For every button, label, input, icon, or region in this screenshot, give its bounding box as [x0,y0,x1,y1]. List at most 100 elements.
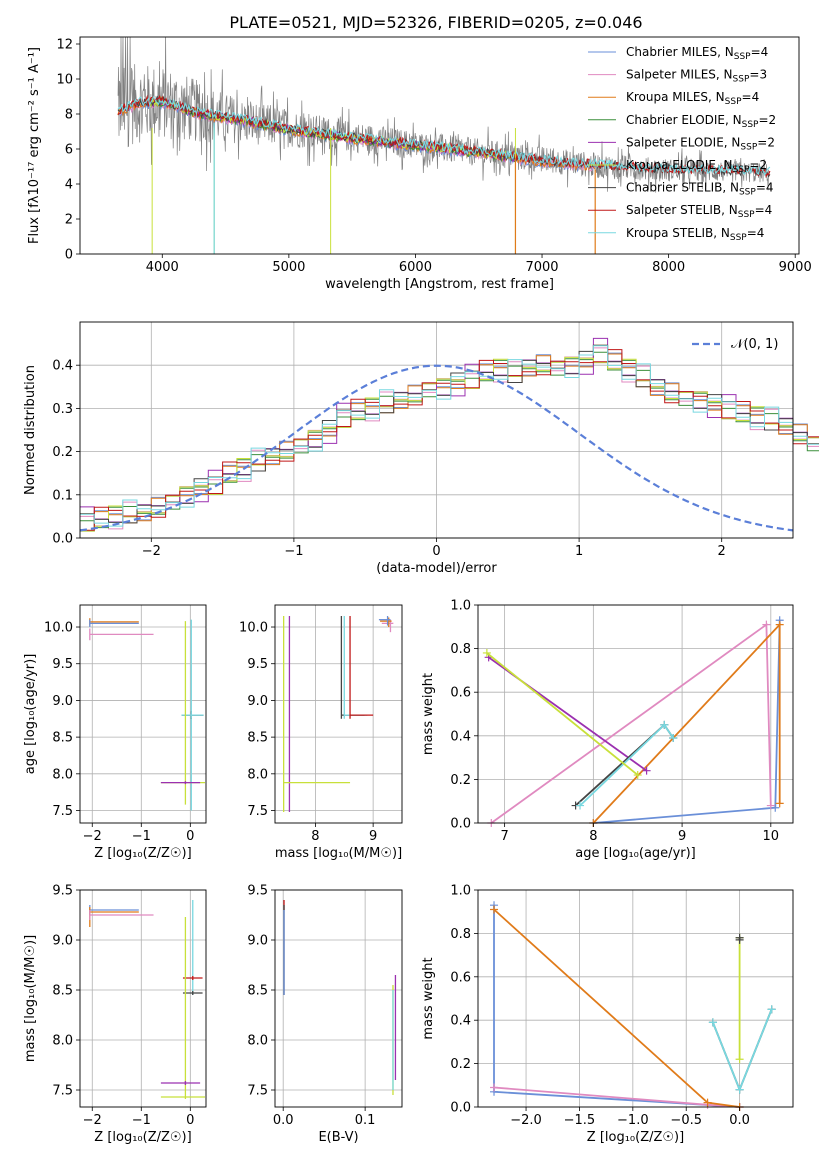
y-tick-label: 9.5 [52,657,73,672]
residual-histogram [80,344,819,524]
y-tick-label: 8.5 [52,984,73,999]
residual-histogram [80,347,819,530]
data-point [89,628,154,641]
y-tick-label: 0.4 [52,359,73,374]
y-tick-label: 9.5 [247,884,268,899]
axes-frame [477,889,794,1108]
residual-histogram [80,345,819,527]
x-tick-label: 8 [589,829,597,844]
age-vs-Z-panel: −2 −1 0 7.5 8.0 8.5 9.0 9.5 10.0 Z [log₁₀(Z/Z☉)] a… [23,604,207,861]
weight-marker [735,1085,744,1094]
y-tick-label: 8.5 [247,984,268,999]
weight-marker [490,905,499,914]
data-point [160,781,201,785]
residual-histogram [80,344,819,524]
x-tick-label: −0.5 [670,1113,702,1128]
weight-marker [490,1083,499,1092]
legend-label: Salpeter STELIB, NSSP=4 [626,203,772,220]
x-axis-label: Z [log₁₀(Z/Z☉)] [587,1130,684,1145]
data-point [89,910,154,920]
data-point [283,616,351,812]
weight-line [493,905,740,1108]
y-tick-label: 12 [56,38,73,53]
y-tick-label: 10.0 [239,621,268,636]
residuals-panel: −2 −1 0 1 2 0.0 0.1 0.2 0.3 0.4 (data-model)/error… [23,321,819,576]
weight-vs-age-panel: 7 8 9 10 0.0 0.2 0.4 0.6 0.8 1.0 age [log₁₀(age/yr… [421,599,794,861]
y-tick-label: 8.0 [247,767,268,782]
x-tick-label: 7 [500,829,508,844]
x-tick-label: 9 [369,829,377,844]
legend-label: Chabrier ELODIE, NSSP=2 [626,113,776,130]
x-tick-label: 8 [311,829,319,844]
y-tick-label: 8.0 [52,1034,73,1049]
x-tick-label: 0.0 [729,1113,750,1128]
y-tick-label: 2 [65,213,73,228]
axes-frame [79,36,800,255]
y-tick-label: 0 [65,248,73,263]
weight-marker [775,799,784,808]
weight-marker [576,801,585,810]
x-axis-label: wavelength [Angstrom, rest frame] [325,277,554,292]
weight-vs-Z-panel: −2.0 −1.5 −1.0 −0.5 0.0 0.0 0.2 0.4 0.6 0.8 1.0 Z [… [421,884,794,1145]
weight-marker [633,771,642,780]
x-tick-label: −2.0 [510,1113,542,1128]
data-point [160,1081,201,1085]
x-tick-label: 0.0 [273,1113,294,1128]
x-tick-label: 6000 [399,260,432,275]
legend-label: Kroupa ELODIE, NSSP=2 [626,158,767,175]
weight-marker [762,620,771,629]
weight-marker [775,620,784,629]
y-tick-label: 0.6 [450,970,471,985]
data-point [160,917,206,1099]
y-tick-label: 0.2 [450,773,471,788]
y-axis-label: mass weight [421,957,436,1039]
residual-histogram [80,349,819,531]
age-vs-mass-panel: 8 9 7.5 8.0 8.5 9.0 9.5 10.0 mass [log₁₀(M/M☉)] [239,604,403,861]
x-axis-label: E(B-V) [318,1130,358,1145]
y-tick-label: 7.5 [52,804,73,819]
weight-marker [708,1018,717,1027]
y-tick-label: 9.0 [247,934,268,949]
axes-frame [79,604,207,824]
legend-label: Kroupa STELIB, NSSP=4 [626,226,764,243]
data-point [89,619,139,628]
weight-marker [766,801,775,810]
data-point [160,621,206,805]
x-axis-label: mass [log₁₀(M/M☉)] [275,846,402,861]
y-tick-label: 0.0 [450,1101,471,1116]
x-tick-label: 9 [678,829,686,844]
figure-title: PLATE=0521, MJD=52326, FIBERID=0205, z=0… [229,13,642,32]
weight-line [493,908,740,1108]
x-axis-label: age [log₁₀(age/yr)] [575,846,696,861]
data-point [182,976,203,980]
y-tick-label: 7.5 [52,1084,73,1099]
x-tick-label: −1.5 [564,1113,596,1128]
spectrum-model-line [117,94,771,178]
weight-marker [703,1098,712,1107]
y-tick-label: 6 [65,143,73,158]
weight-line [592,622,781,824]
y-tick-label: 1.0 [450,599,471,614]
spectrum-model-line [149,96,517,160]
x-tick-label: 8000 [652,260,685,275]
weight-line [486,652,639,776]
x-tick-label: 7000 [525,260,558,275]
x-tick-label: 5000 [272,260,305,275]
weight-marker [482,648,491,657]
x-tick-label: −2 [83,829,102,844]
y-tick-label: 8.5 [52,731,73,746]
y-tick-label: 1.0 [450,884,471,899]
x-tick-label: −2 [83,1113,102,1128]
x-tick-label: −1 [132,829,151,844]
y-axis-label: mass weight [421,673,436,755]
x-tick-label: −1 [132,1113,151,1128]
x-tick-label: 10 [763,829,780,844]
weight-marker [735,935,744,944]
y-axis-label: Normed distribution [23,365,38,495]
axes-frame [477,604,794,824]
legend-label: 𝒩(0, 1) [731,337,778,352]
y-tick-label: 0.0 [450,817,471,832]
y-tick-label: 9.0 [52,934,73,949]
legend-label: Chabrier MILES, NSSP=4 [626,45,768,62]
